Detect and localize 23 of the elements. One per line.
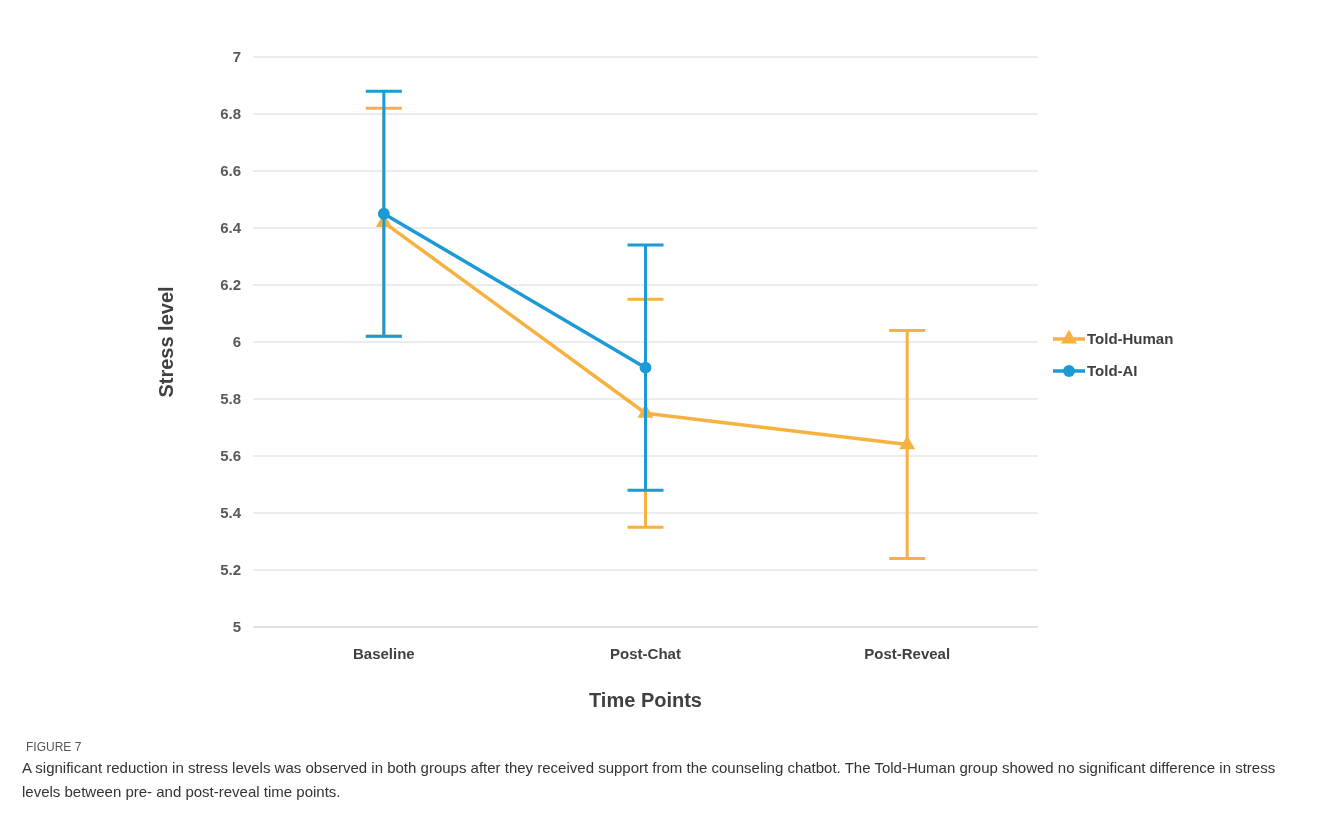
y-tick-label: 6.2 xyxy=(220,276,241,294)
y-tick-label: 7 xyxy=(232,48,241,66)
x-tick-label: Post-Chat xyxy=(610,645,681,662)
y-tick-label: 5 xyxy=(232,618,241,636)
y-tick-label: 6.8 xyxy=(220,105,241,123)
y-axis-title: Stress level xyxy=(155,286,177,398)
x-tick-label: Baseline xyxy=(352,645,415,662)
point xyxy=(639,361,652,374)
x-axis-title: Time Points xyxy=(589,689,702,711)
caption: FIGURE 7 xyxy=(26,740,82,754)
point xyxy=(377,207,390,220)
legend-label: Told-Human xyxy=(1087,330,1174,348)
point xyxy=(899,435,916,450)
y-tick-label: 5.8 xyxy=(220,390,241,408)
text: A significant reduction in stress levels was observed in both groups after they received support from the counseling chatbot. The Told-Human group showed no significant difference in stress levels between pre- and post-reveal time points. xyxy=(22,758,1277,802)
y-tick-label: 5.6 xyxy=(220,447,241,465)
y-tick-label: 5.2 xyxy=(220,561,241,579)
y-tick-label: 6 xyxy=(232,333,241,351)
legend-label: Told-AI xyxy=(1087,362,1138,380)
y-tick-label: 5.4 xyxy=(220,504,242,522)
y-tick-label: 6.6 xyxy=(220,162,241,180)
y-tick-label: 6.4 xyxy=(220,219,242,237)
x-tick-label: Post-Reveal xyxy=(864,645,951,662)
